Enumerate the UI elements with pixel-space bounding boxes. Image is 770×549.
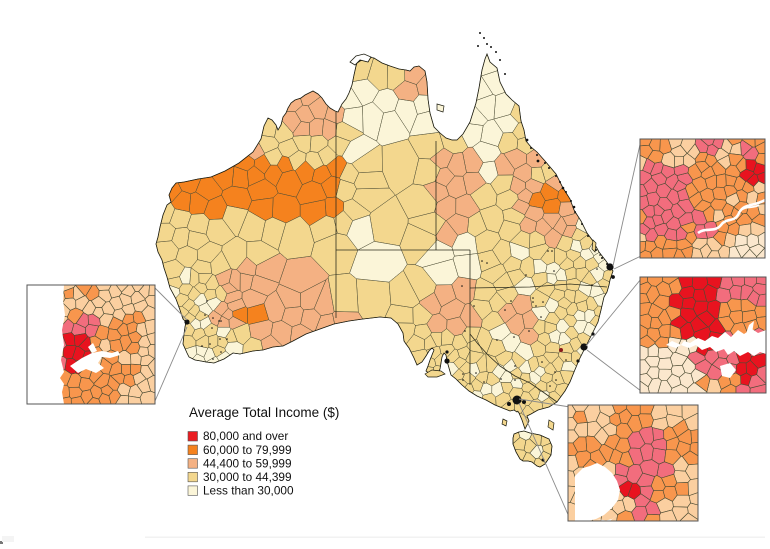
svg-text:Average Total Income ($): Average Total Income ($) xyxy=(189,405,339,420)
svg-text:60,000 to 79,999: 60,000 to 79,999 xyxy=(203,443,292,457)
svg-text:44,400 to 59,999: 44,400 to 59,999 xyxy=(203,456,292,470)
svg-text:80,000 and over: 80,000 and over xyxy=(203,429,288,443)
svg-text:30,000 to 44,399: 30,000 to 44,399 xyxy=(203,470,292,484)
svg-text:Less than 30,000: Less than 30,000 xyxy=(203,484,294,498)
